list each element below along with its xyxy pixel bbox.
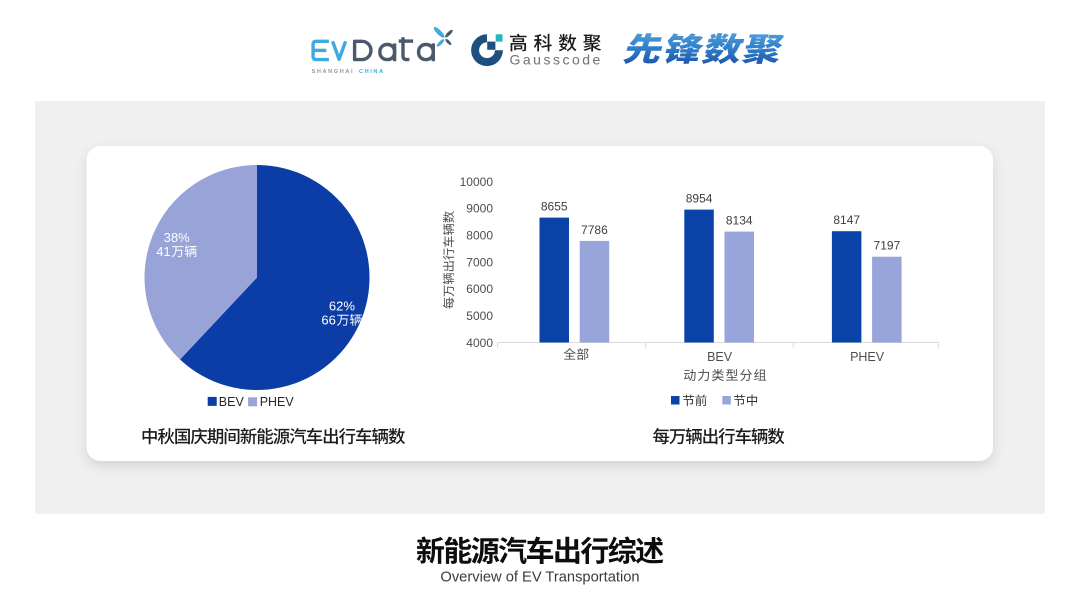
svg-text:8954: 8954 xyxy=(686,192,713,206)
svg-text:Gausscode: Gausscode xyxy=(510,52,603,68)
svg-text:BEV: BEV xyxy=(707,350,733,364)
svg-text:10000: 10000 xyxy=(460,175,494,189)
svg-text:CHINA: CHINA xyxy=(359,69,385,75)
svg-text:62%: 62% xyxy=(329,298,355,313)
svg-text:PHEV: PHEV xyxy=(850,350,885,364)
svg-text:8000: 8000 xyxy=(466,229,493,243)
svg-text:7000: 7000 xyxy=(466,255,493,269)
svg-text:7197: 7197 xyxy=(874,239,901,253)
svg-text:4000: 4000 xyxy=(466,336,493,350)
svg-text:Overview of EV Transportation: Overview of EV Transportation xyxy=(440,570,639,586)
svg-text:PHEV: PHEV xyxy=(260,395,295,409)
svg-text:5000: 5000 xyxy=(466,309,493,323)
svg-text:7786: 7786 xyxy=(581,223,608,237)
svg-text:8147: 8147 xyxy=(833,213,860,227)
svg-text:41: 41 xyxy=(156,244,170,259)
svg-text:SHANGHAI: SHANGHAI xyxy=(312,69,355,75)
svg-text:6000: 6000 xyxy=(466,282,493,296)
svg-text:66: 66 xyxy=(321,313,335,328)
svg-text:8134: 8134 xyxy=(726,214,753,228)
svg-text:8655: 8655 xyxy=(541,200,568,214)
svg-text:38%: 38% xyxy=(164,230,190,245)
svg-text:BEV: BEV xyxy=(219,395,245,409)
svg-text:9000: 9000 xyxy=(466,202,493,216)
